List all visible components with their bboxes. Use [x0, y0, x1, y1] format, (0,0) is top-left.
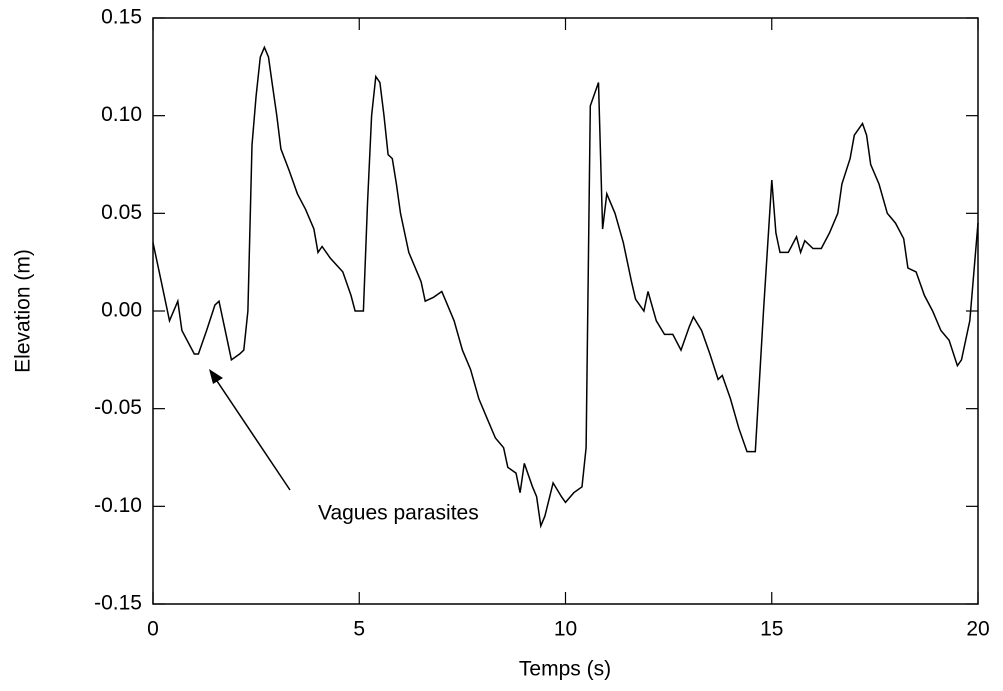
- x-tick-label: 10: [554, 618, 577, 641]
- annotation-arrow: [214, 377, 291, 491]
- y-axis-label: Elevation (m): [12, 249, 35, 373]
- arrow-head: [209, 369, 223, 384]
- annotation: Vagues parasites: [318, 502, 479, 525]
- x-tick-label: 15: [760, 618, 783, 641]
- y-tick-label: 0.00: [101, 299, 142, 322]
- data-line: [152, 45, 979, 529]
- y-tick-label: 0.10: [101, 103, 142, 126]
- y-tick-label: -0.10: [94, 494, 142, 517]
- x-tick-label: 5: [353, 618, 365, 641]
- y-tick-label: -0.05: [94, 396, 142, 419]
- x-axis-label: Temps (s): [519, 658, 611, 681]
- y-tick-label: -0.15: [94, 592, 142, 615]
- y-tick-label: 0.15: [101, 6, 142, 29]
- x-tick-label: 20: [966, 618, 989, 641]
- x-tick-label: 0: [147, 618, 159, 641]
- plot-frame: [152, 17, 979, 605]
- y-tick-label: 0.05: [101, 201, 142, 224]
